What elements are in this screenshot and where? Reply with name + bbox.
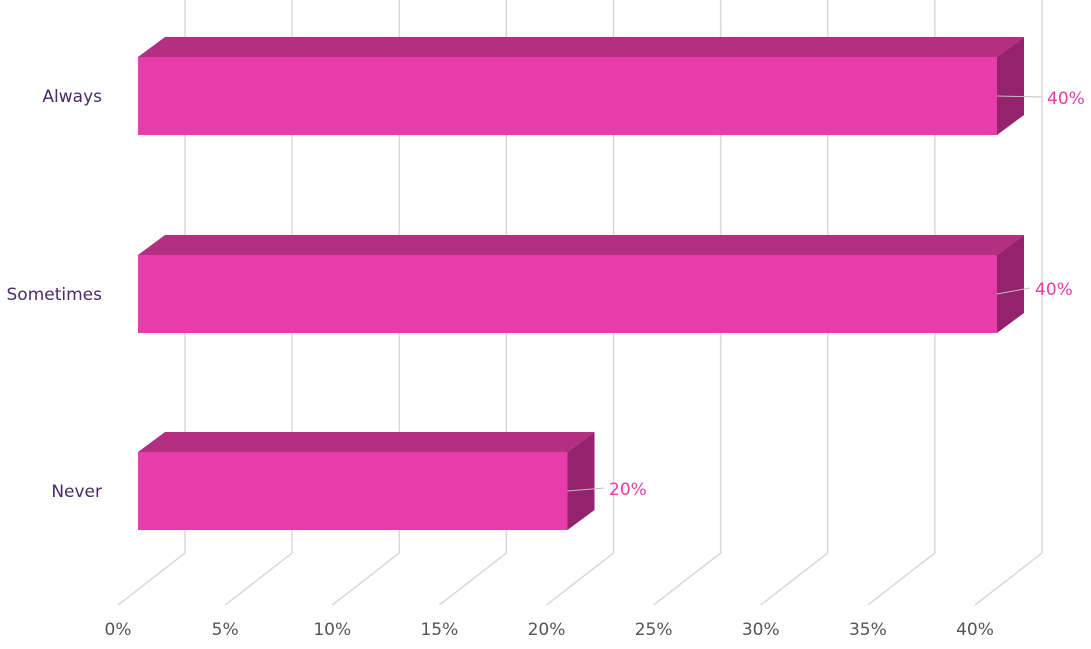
bar-top-face bbox=[138, 37, 1024, 57]
floor-gridline bbox=[117, 552, 186, 606]
floor-gridline bbox=[331, 552, 400, 606]
x-tick-label: 25% bbox=[635, 620, 673, 640]
bar-side-face bbox=[997, 37, 1024, 135]
bar bbox=[138, 255, 997, 333]
bar-top-face bbox=[138, 432, 595, 452]
x-tick-label: 10% bbox=[313, 620, 351, 640]
x-tick-label: 35% bbox=[849, 620, 887, 640]
category-label: Sometimes bbox=[7, 285, 103, 305]
data-label-leader bbox=[996, 95, 1043, 98]
floor-gridline bbox=[760, 552, 829, 606]
data-label: 40% bbox=[1047, 89, 1085, 109]
bar-top-face bbox=[138, 235, 1024, 255]
bar bbox=[138, 452, 568, 530]
floor-gridline bbox=[974, 552, 1043, 606]
bar bbox=[138, 57, 997, 135]
x-tick-label: 40% bbox=[956, 620, 994, 640]
x-tick-label: 5% bbox=[212, 620, 239, 640]
x-tick-label: 20% bbox=[528, 620, 566, 640]
data-label-leader bbox=[996, 287, 1031, 295]
floor-gridline bbox=[438, 552, 507, 606]
bar-side-face bbox=[567, 432, 595, 530]
x-tick-label: 15% bbox=[420, 620, 458, 640]
floor-gridline bbox=[867, 552, 936, 606]
x-tick-label: 30% bbox=[742, 620, 780, 640]
data-label-leader bbox=[567, 487, 605, 492]
data-label: 20% bbox=[609, 480, 647, 500]
floor-gridline bbox=[224, 552, 293, 606]
bar-side-face bbox=[997, 235, 1024, 333]
floor-gridline bbox=[546, 552, 614, 606]
floor-gridline bbox=[653, 552, 722, 606]
data-label: 40% bbox=[1035, 280, 1073, 300]
category-label: Always bbox=[42, 87, 102, 107]
category-label: Never bbox=[51, 482, 102, 502]
x-tick-label: 0% bbox=[105, 620, 132, 640]
